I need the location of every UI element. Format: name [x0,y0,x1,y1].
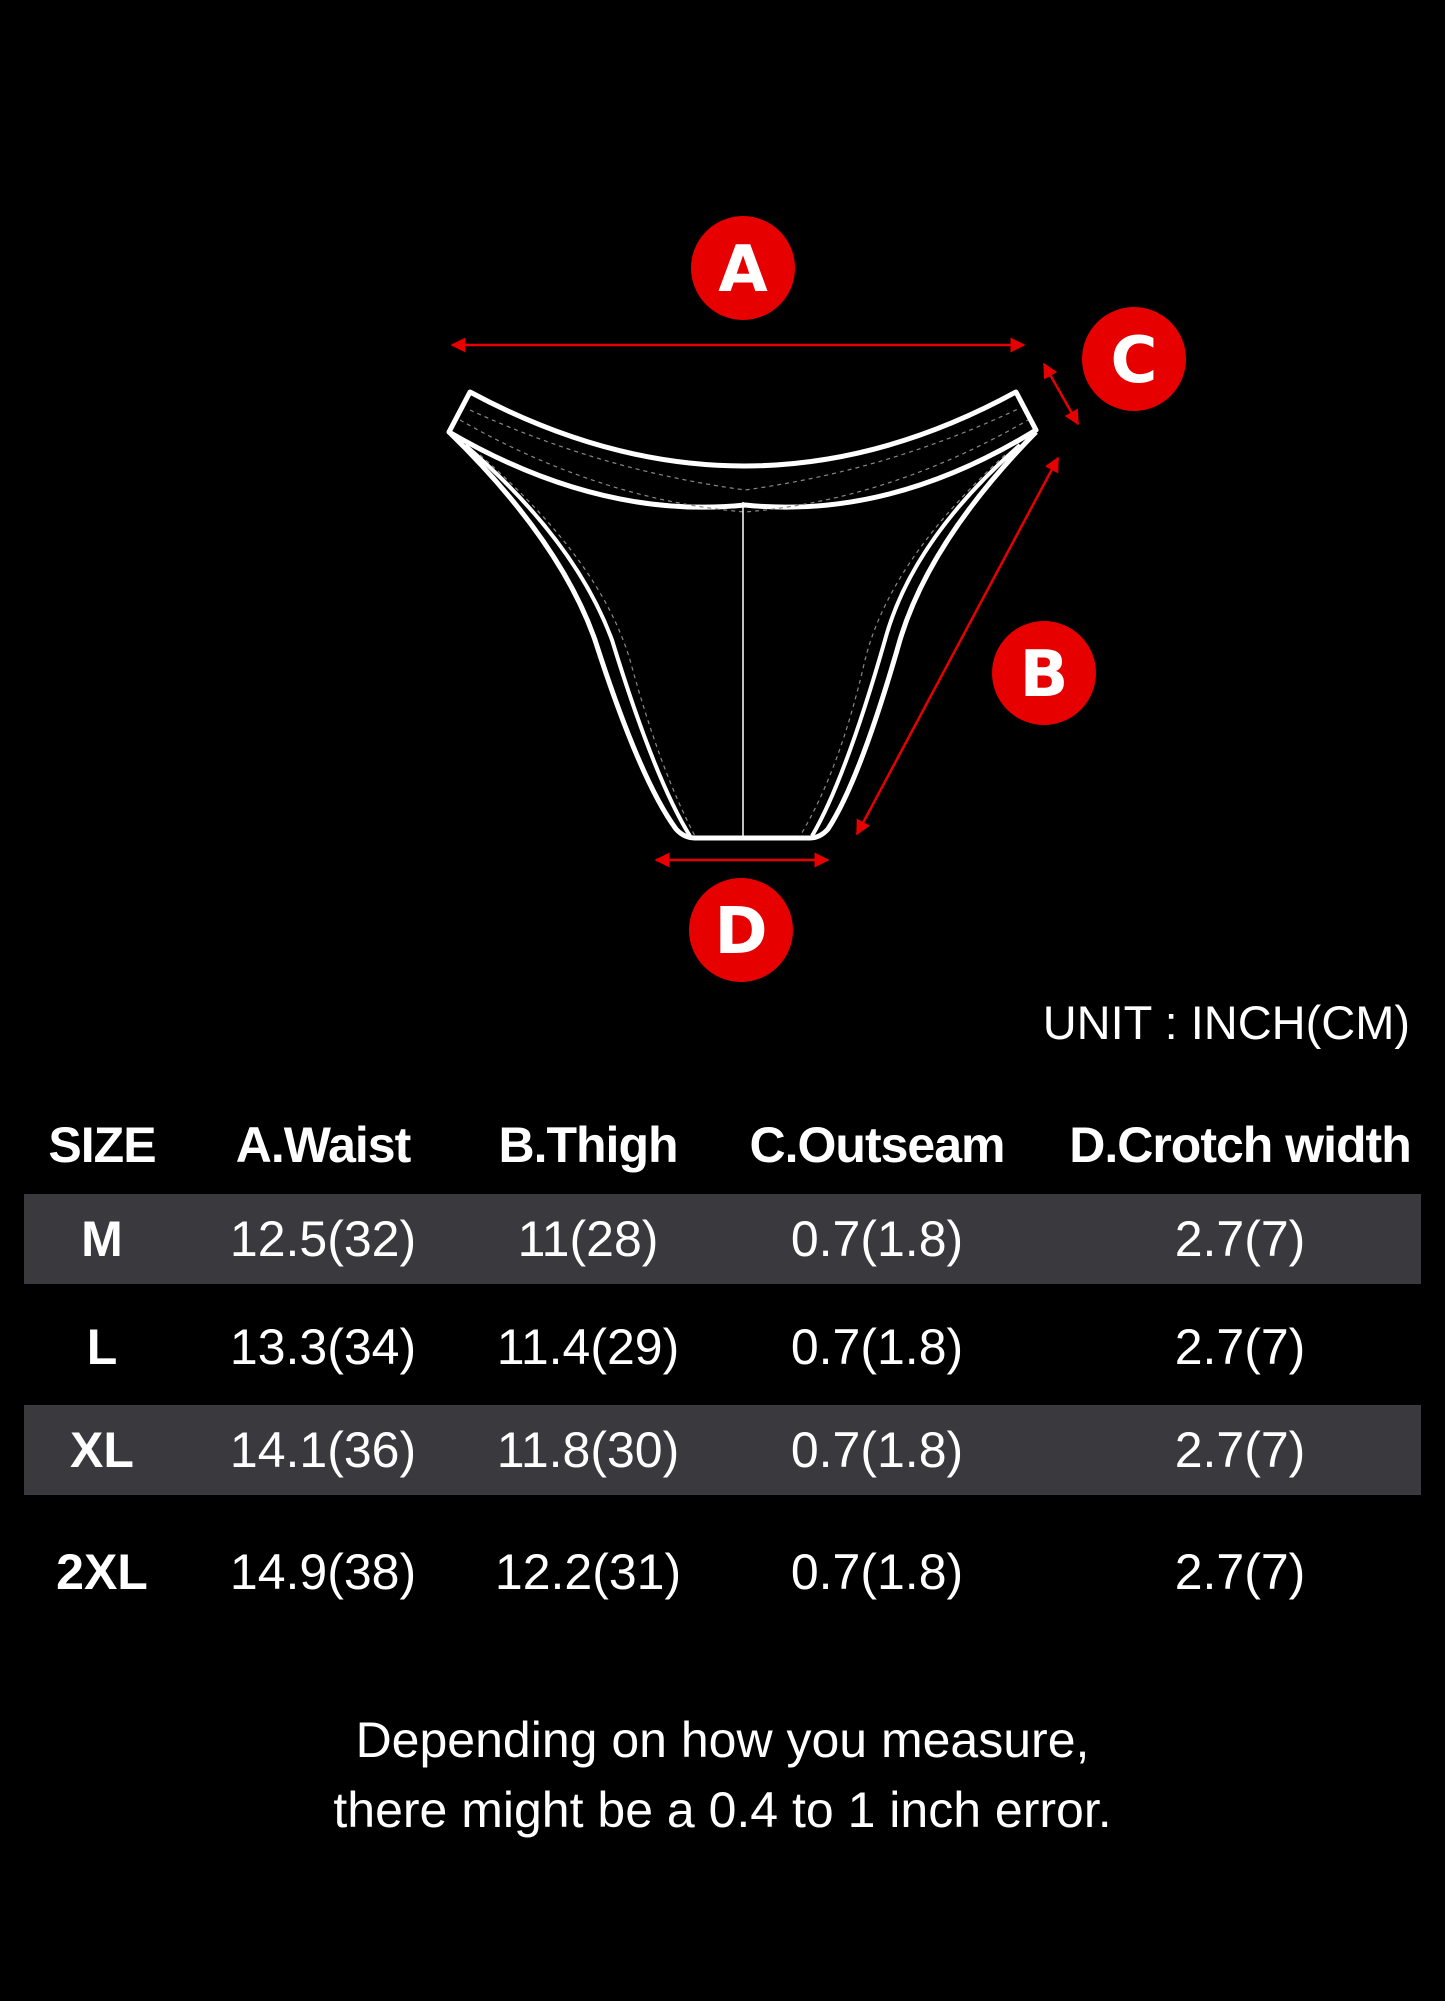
svg-text:D: D [714,895,767,969]
cell-size: XL [70,1422,134,1478]
header-crotch: D.Crotch width [1069,1117,1412,1173]
svg-text:A: A [718,233,768,307]
cell-outseam: 0.7(1.8) [790,1422,964,1478]
cell-crotch: 2.7(7) [1174,1319,1306,1375]
disclaimer: Depending on how you measure, there migh… [0,1705,1445,1845]
badge-c: C [1082,307,1186,411]
svg-text:C: C [1111,324,1158,398]
table-header: SIZE A.Waist B.Thigh C.Outseam D.Crotch … [24,1100,1421,1190]
cell-size: M [81,1211,123,1267]
outseam-arrow [1042,362,1080,426]
badge-a: A [691,216,795,320]
disclaimer-line-1: Depending on how you measure, [355,1712,1090,1768]
cell-waist: 14.1(36) [229,1422,417,1478]
cell-outseam: 0.7(1.8) [790,1544,964,1600]
unit-label: UNIT : INCH(CM) [1042,996,1410,1049]
disclaimer-line-2: there might be a 0.4 to 1 inch error. [333,1782,1112,1838]
header-thigh: B.Thigh [498,1117,678,1173]
cell-waist: 14.9(38) [229,1544,417,1600]
cell-thigh: 11(28) [517,1211,659,1267]
garment-diagram: A C B D [446,216,1186,982]
header-waist: A.Waist [235,1117,411,1173]
table-row: M 12.5(32) 11(28) 0.7(1.8) 2.7(7) [24,1194,1421,1284]
cell-crotch: 2.7(7) [1174,1422,1306,1478]
cell-thigh: 12.2(31) [494,1544,682,1600]
briefs-outline [446,389,1039,841]
cell-size: 2XL [56,1544,148,1600]
table-row: L 13.3(34) 11.4(29) 0.7(1.8) 2.7(7) [24,1302,1421,1392]
header-outseam: C.Outseam [749,1117,1006,1173]
header-size: SIZE [48,1117,156,1173]
svg-text:B: B [1020,638,1069,712]
badge-b: B [992,621,1096,725]
cell-thigh: 11.4(29) [496,1319,680,1375]
cell-size: L [86,1319,118,1375]
badge-d: D [689,878,793,982]
thigh-arrow [855,456,1060,836]
cell-waist: 13.3(34) [229,1319,417,1375]
cell-crotch: 2.7(7) [1174,1544,1306,1600]
table-row: 2XL 14.9(38) 12.2(31) 0.7(1.8) 2.7(7) [24,1527,1421,1617]
cell-crotch: 2.7(7) [1174,1211,1306,1267]
table-row: XL 14.1(36) 11.8(30) 0.7(1.8) 2.7(7) [24,1405,1421,1495]
cell-waist: 12.5(32) [229,1211,417,1267]
size-table: SIZE A.Waist B.Thigh C.Outseam D.Crotch … [24,1100,1421,1600]
cell-thigh: 11.8(30) [496,1422,680,1478]
measurement-arrows [450,337,1080,868]
cell-outseam: 0.7(1.8) [790,1211,964,1267]
cell-outseam: 0.7(1.8) [790,1319,964,1375]
